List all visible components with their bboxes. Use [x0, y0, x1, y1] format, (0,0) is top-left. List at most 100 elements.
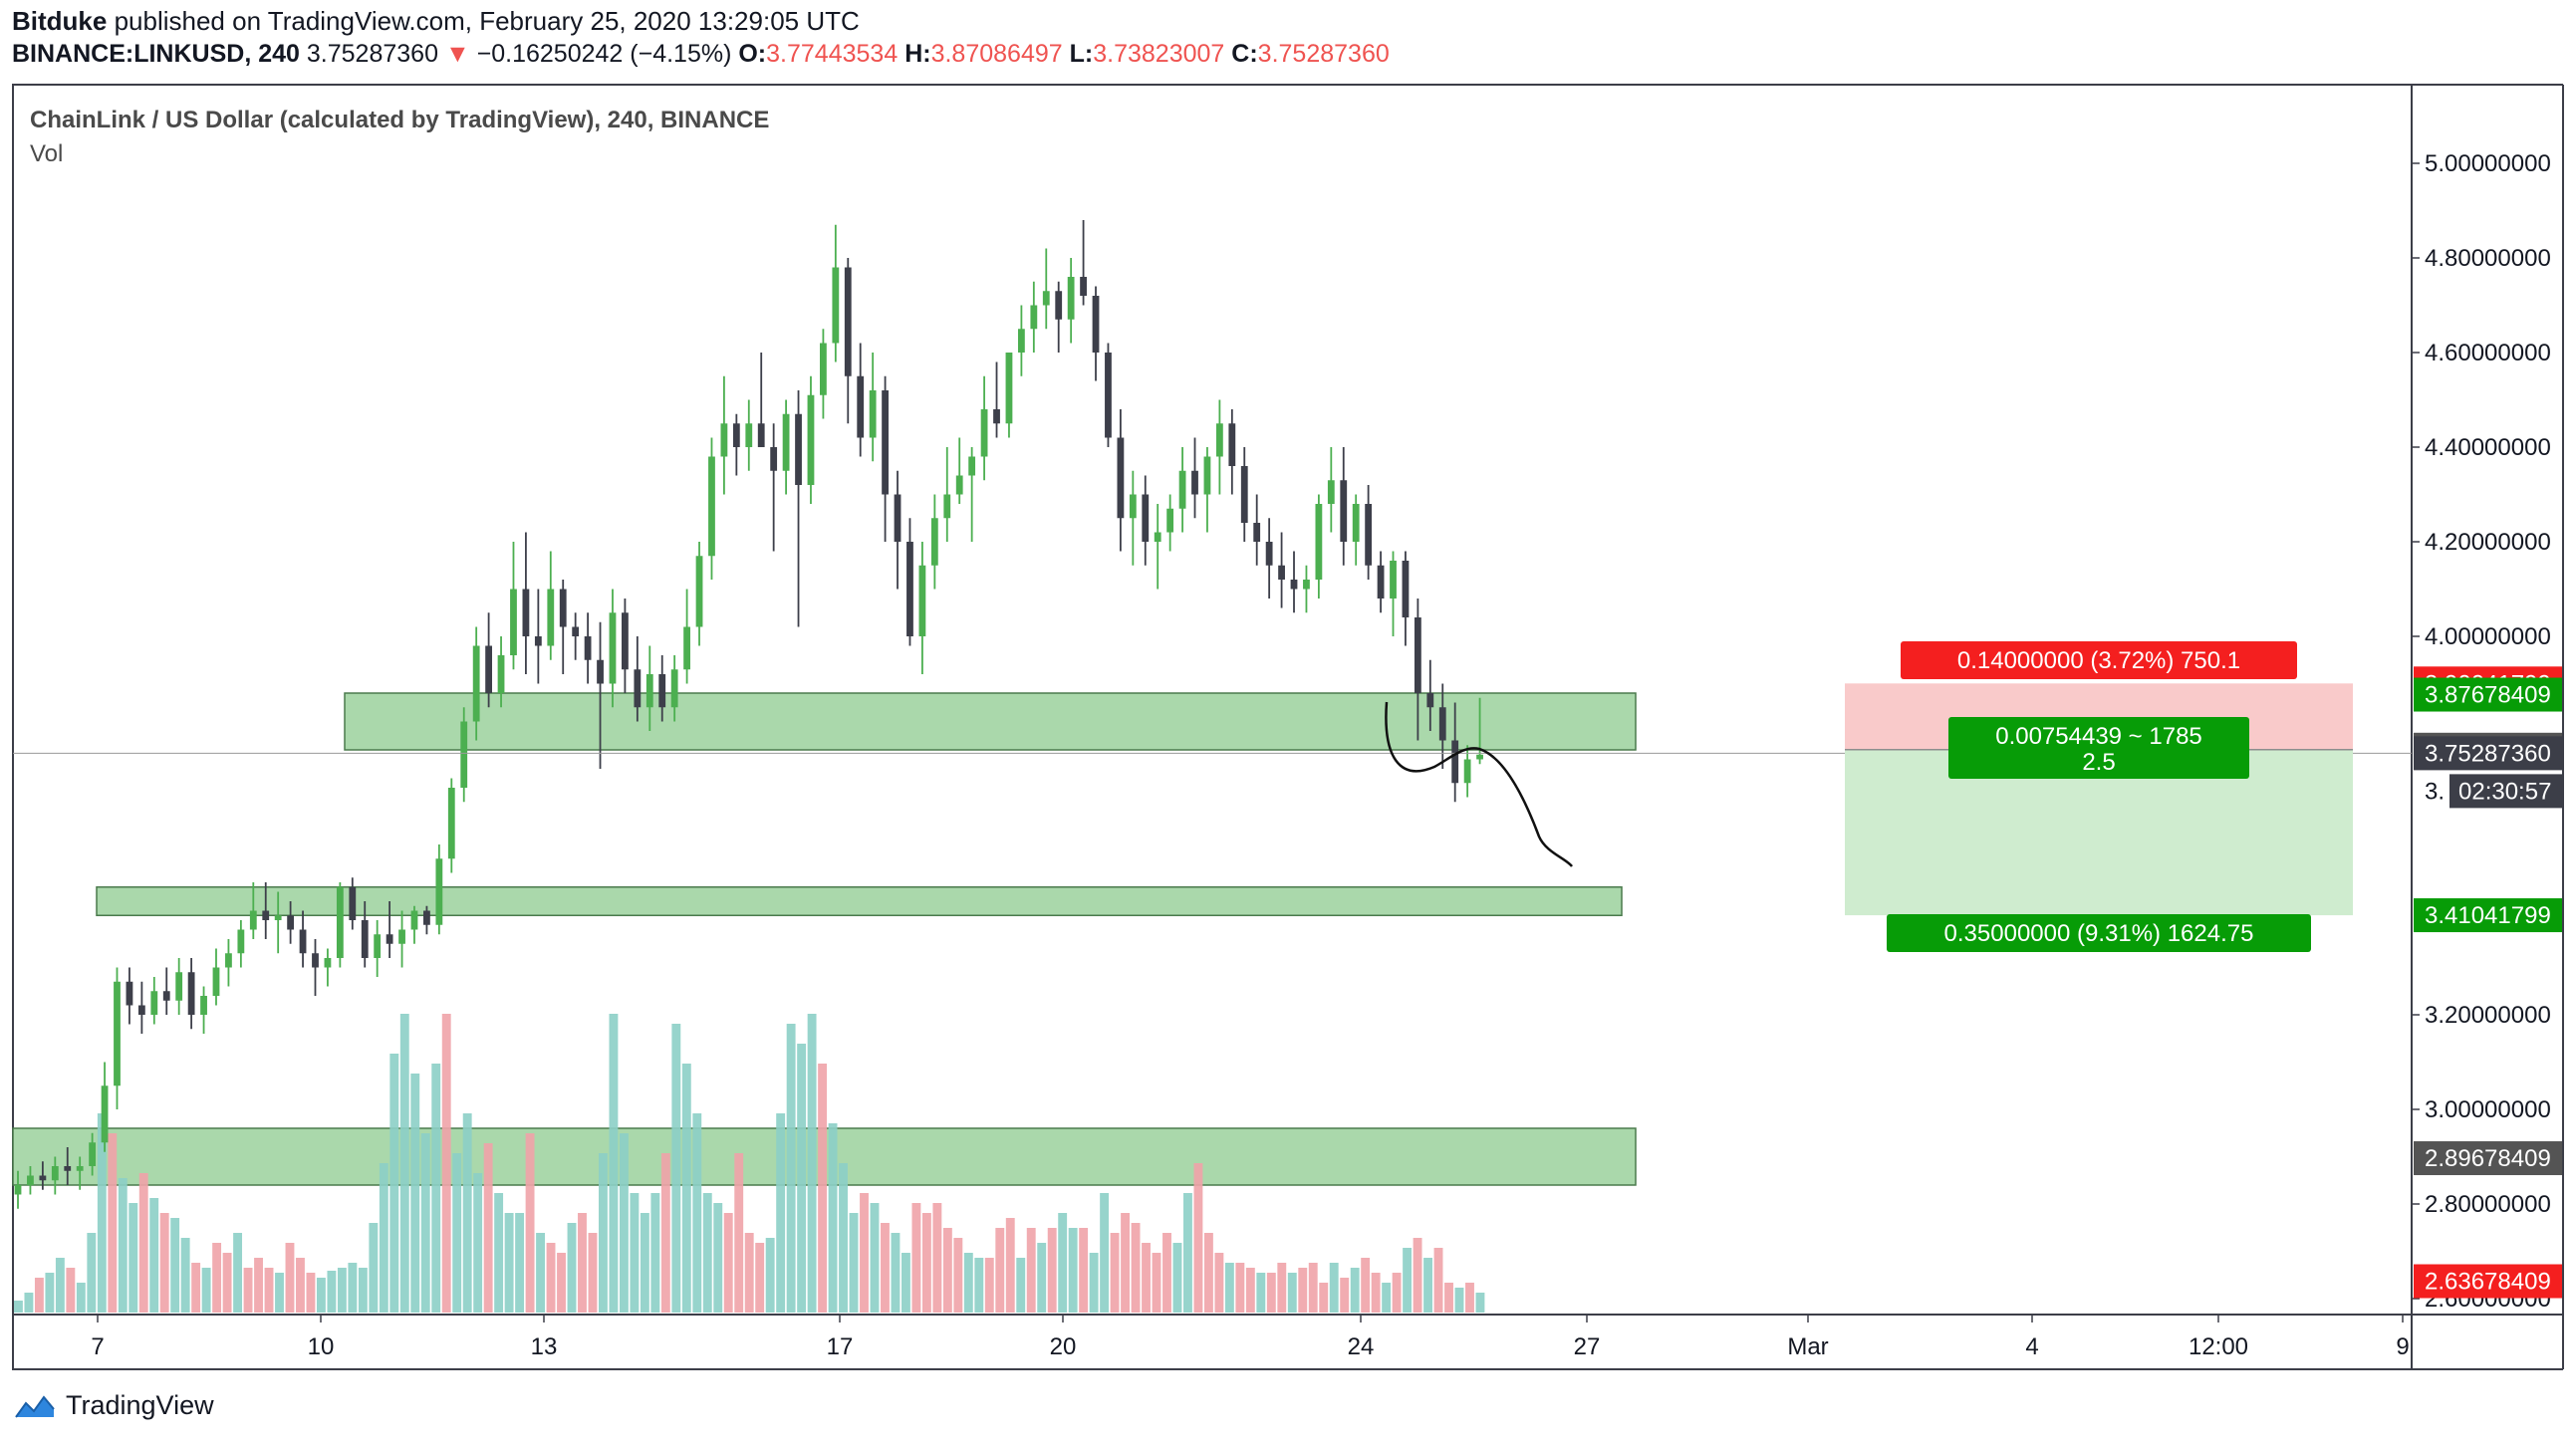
volume-bar: [233, 1233, 243, 1313]
symbol-info: BINANCE:LINKUSD, 240 3.75287360 ▼ −0.162…: [12, 40, 1390, 69]
candle-body: [386, 934, 393, 944]
candle-body: [1278, 565, 1285, 580]
candle-body: [497, 655, 505, 693]
volume-bar: [462, 1113, 472, 1313]
candle-body: [882, 390, 889, 495]
candle-body: [101, 1085, 109, 1143]
volume-bar: [379, 1163, 388, 1313]
candle-body: [547, 589, 555, 646]
volume-bar: [1037, 1243, 1047, 1313]
price-tick-label: 4.20000000: [2425, 529, 2551, 556]
short-position-tool[interactable]: 0.14000000 (3.72%) 750.1 0.00754439 ~ 178…: [1845, 641, 2353, 952]
candle-body: [1203, 456, 1211, 495]
publish-info: Bitduke published on TradingView.com, Fe…: [12, 6, 860, 37]
candle-body: [943, 494, 951, 519]
candle-body: [150, 991, 158, 1015]
volume-bar: [681, 1064, 691, 1313]
volume-bar: [296, 1258, 305, 1313]
candle-body: [1340, 480, 1348, 542]
stop-label-text: 0.14000000 (3.72%) 750.1: [1957, 647, 2240, 674]
candle-body: [435, 858, 443, 925]
symbol-label: BINANCE:LINKUSD, 240: [12, 40, 300, 68]
candle-body: [162, 991, 170, 1001]
volume-bar: [243, 1268, 253, 1313]
volume-bar: [191, 1263, 201, 1313]
volume-bar: [870, 1203, 880, 1313]
volume-bar: [254, 1258, 263, 1313]
candle-body: [807, 394, 815, 485]
candle-body: [137, 1005, 145, 1015]
volume-bar: [921, 1213, 931, 1313]
volume-bar: [389, 1054, 399, 1313]
last-price: 3.75287360: [306, 40, 438, 68]
time-tick-label: 10: [308, 1333, 335, 1360]
candle-body: [695, 556, 703, 627]
volume-bar: [671, 1024, 681, 1313]
time-tick-label: 20: [1050, 1333, 1077, 1360]
volume-bar: [180, 1238, 190, 1313]
open-label: O:: [738, 40, 767, 68]
volume-bar: [1131, 1223, 1141, 1313]
time-tick-label: 24: [1348, 1333, 1375, 1360]
candle-body: [1315, 504, 1323, 580]
candle-body: [1451, 740, 1459, 784]
candle-body: [1303, 580, 1310, 590]
candle-body: [757, 423, 765, 447]
volume-bar: [953, 1238, 963, 1313]
volume-bar: [1005, 1218, 1015, 1313]
volume-bar: [515, 1213, 525, 1313]
candle-body: [522, 589, 530, 636]
candle-body: [510, 589, 517, 655]
volume-bar: [536, 1233, 545, 1313]
price-axis-label-box: [2414, 677, 2562, 712]
candlesticks: [13, 220, 2412, 1209]
volume-bar: [702, 1193, 712, 1313]
volume-bar: [264, 1268, 274, 1313]
author-name[interactable]: Bitduke: [12, 6, 108, 36]
volume-bar: [358, 1268, 368, 1313]
volume-bar: [891, 1233, 901, 1313]
volume-bar: [599, 1153, 608, 1313]
time-tick-label: 4: [2025, 1333, 2038, 1360]
volume-bar: [995, 1228, 1005, 1313]
candle-body: [1240, 466, 1248, 523]
time-axis-ticks: 7 10 13 17 20 24 27 Mar 4 12:00 9: [91, 1315, 2410, 1360]
volume-bar: [369, 1223, 379, 1313]
volume-bar: [1058, 1213, 1068, 1313]
candle-body: [1476, 754, 1483, 760]
volume-bar: [222, 1253, 232, 1313]
volume-bar: [723, 1213, 733, 1313]
volume-bar: [1245, 1268, 1255, 1313]
candle-body: [559, 589, 567, 627]
candle-body: [1377, 565, 1385, 599]
candle-body: [720, 423, 728, 457]
volume-bar: [650, 1193, 660, 1313]
tradingview-footer[interactable]: TradingView: [12, 1390, 214, 1421]
volume-bar: [1068, 1228, 1078, 1313]
volume-bar: [1287, 1273, 1297, 1313]
close-value: 3.75287360: [1257, 40, 1390, 68]
volume-bar: [212, 1243, 222, 1313]
candle-body: [1005, 353, 1013, 424]
candle-body: [1105, 353, 1112, 438]
volume-bar: [1329, 1263, 1339, 1313]
candle-body: [76, 1166, 84, 1171]
volume-bar: [557, 1253, 566, 1313]
partial-price-label: 3.: [2425, 778, 2445, 805]
volume-bar: [316, 1278, 326, 1313]
candle-body: [1042, 291, 1050, 306]
volume-bar: [1403, 1248, 1413, 1313]
volume-bar: [1433, 1248, 1443, 1313]
volume-bar: [901, 1253, 910, 1313]
tradingview-cloud-icon: [15, 1394, 55, 1418]
volume-bar: [1121, 1213, 1131, 1313]
volume-bar: [306, 1273, 316, 1313]
volume-bar: [55, 1258, 65, 1313]
volume-bar: [1079, 1228, 1089, 1313]
time-tick-label: 13: [531, 1333, 558, 1360]
volume-bar: [483, 1143, 493, 1313]
stop-label-box: [1901, 641, 2297, 679]
candle-body: [782, 413, 790, 471]
volume-bar: [170, 1218, 180, 1313]
